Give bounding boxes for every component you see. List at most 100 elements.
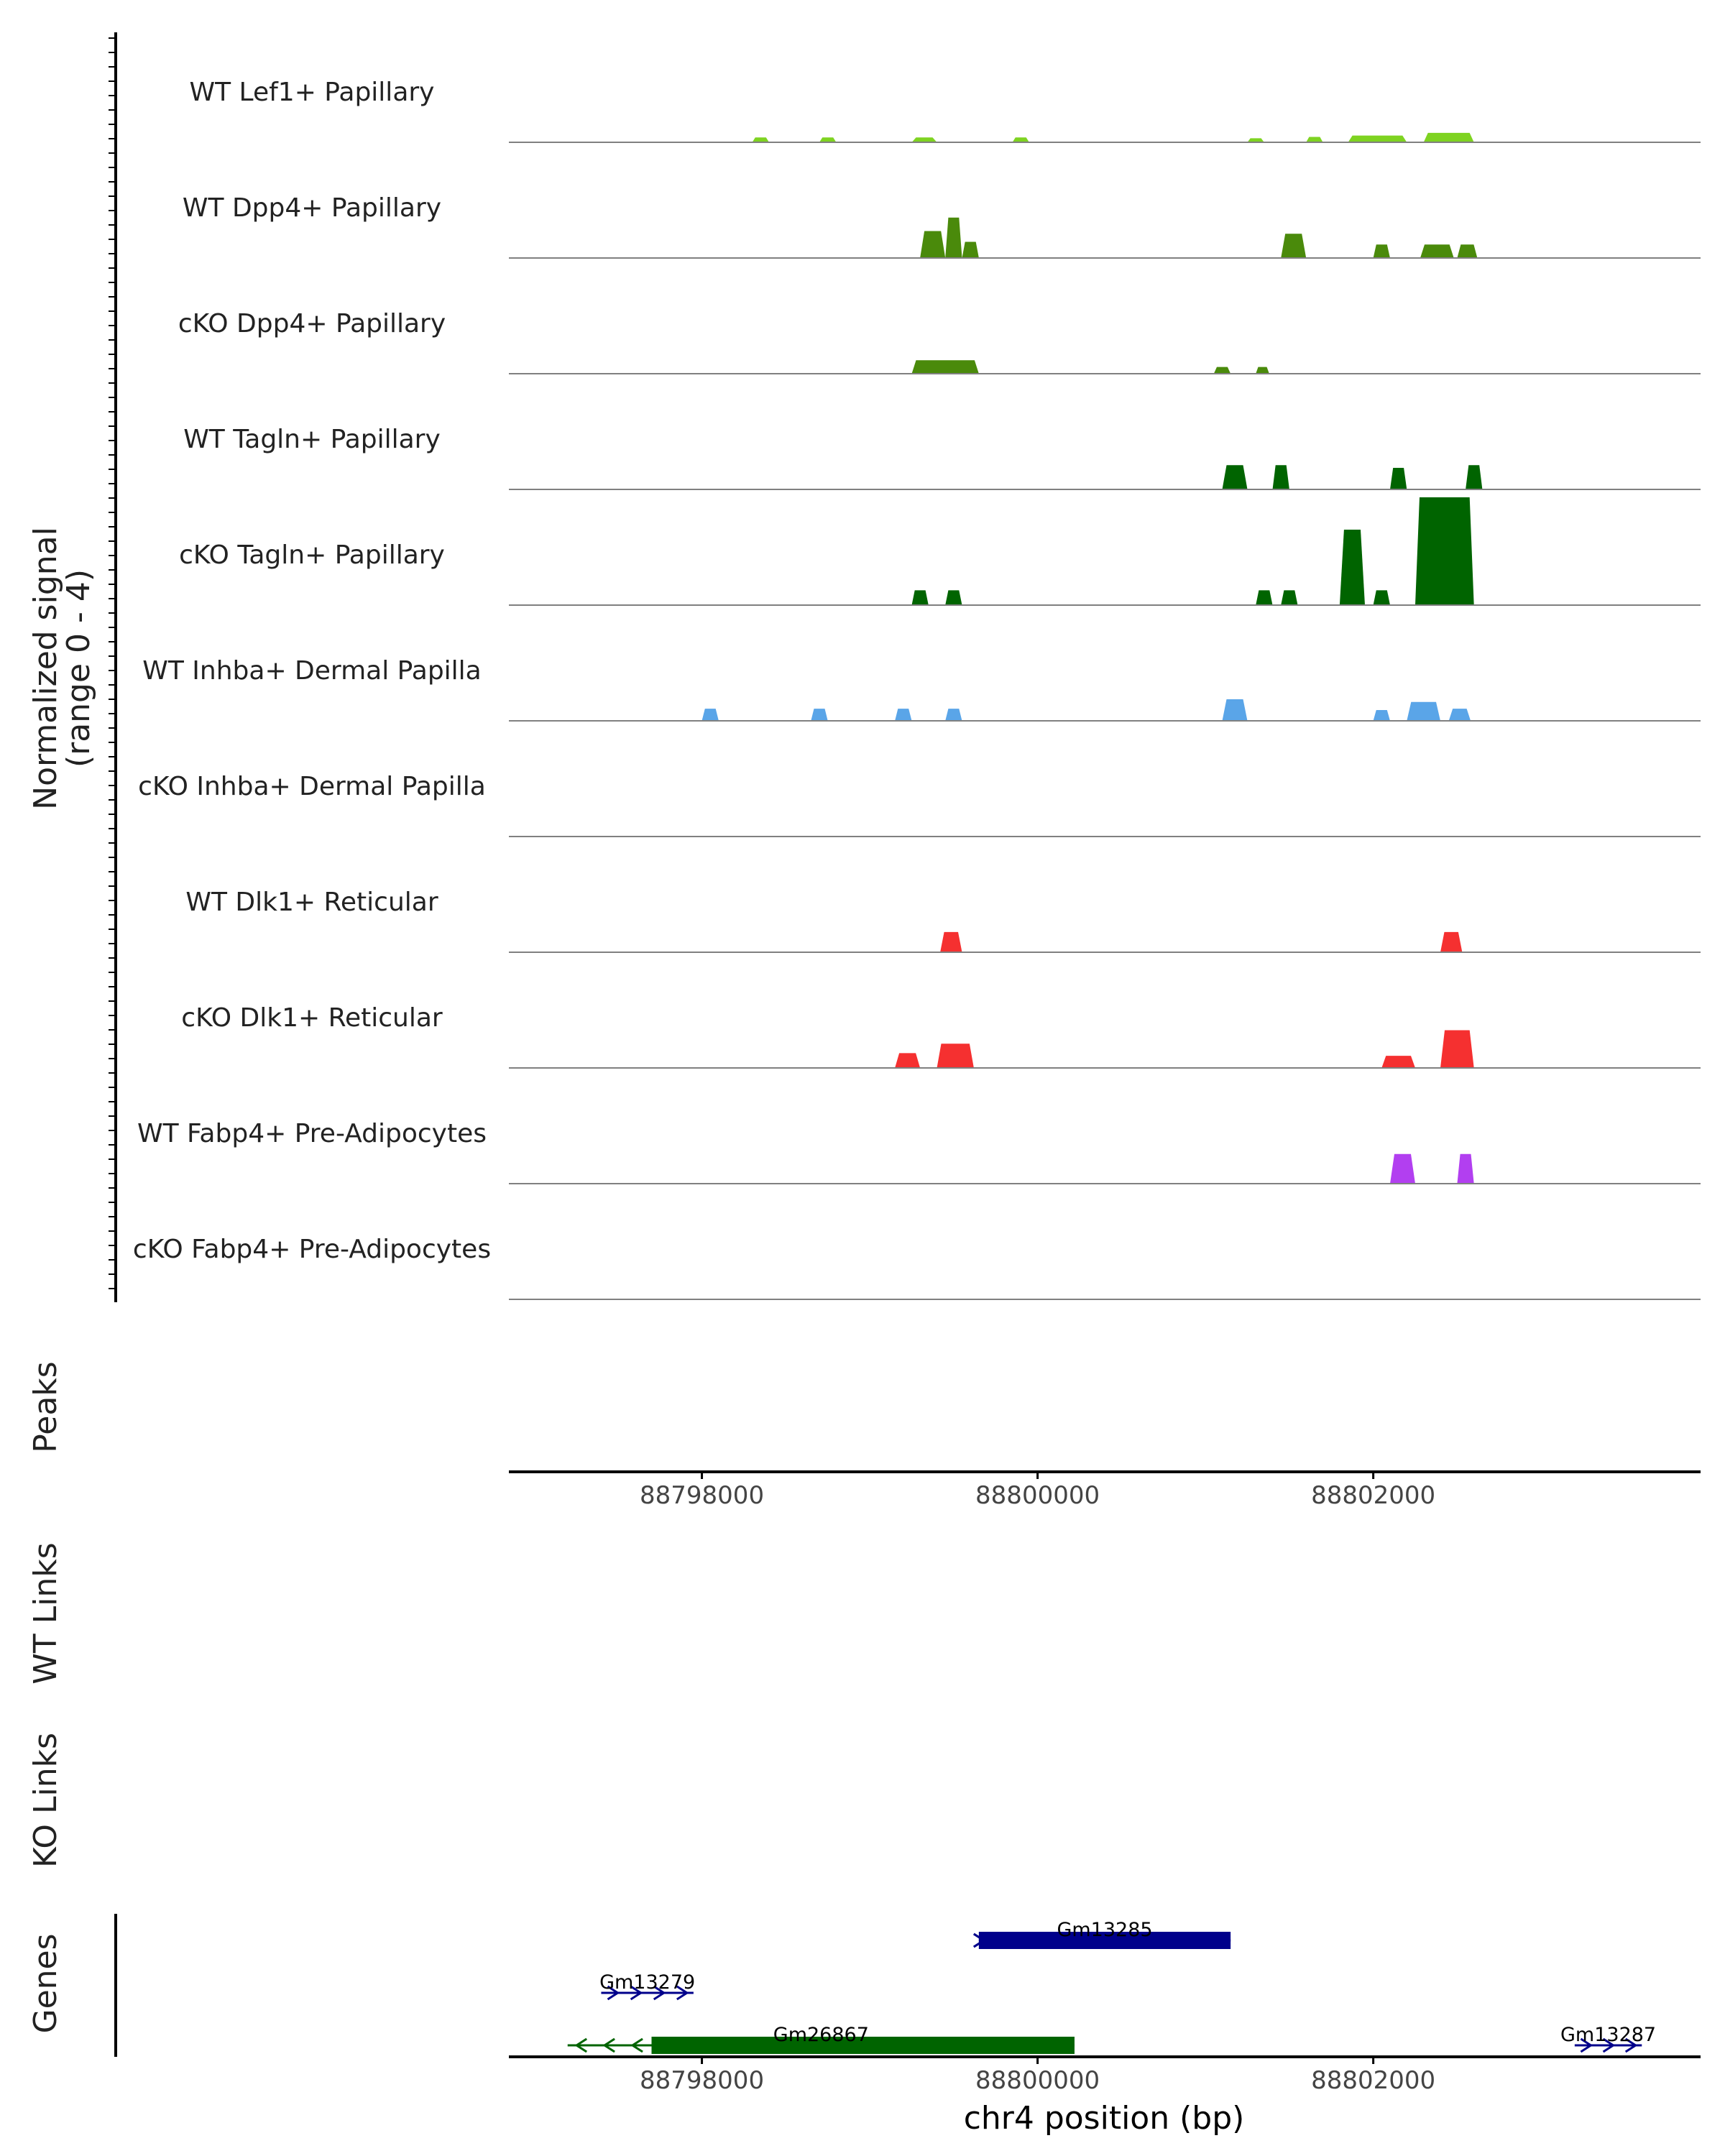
- peaks-x-axis: 88798000 88800000 88802000: [509, 1470, 1701, 1510]
- signal-peak: [1457, 244, 1478, 258]
- signal-y-axis: [109, 32, 117, 1302]
- track: WT Fabp4+ Pre-Adipocytes: [137, 1119, 1701, 1184]
- signal-peak: [1423, 132, 1474, 142]
- signal-peak: [1281, 590, 1298, 605]
- signal-peak: [920, 231, 946, 258]
- gene-exon: [978, 1932, 1231, 1949]
- track-label: cKO Tagln+ Papillary: [179, 540, 445, 570]
- signal-peak: [1390, 1153, 1415, 1184]
- track-label: cKO Inhba+ Dermal Papilla: [138, 772, 486, 801]
- gene-strand-arrow: [630, 2037, 643, 2053]
- gene-strand-arrow: [630, 1985, 643, 2001]
- track: WT Dlk1+ Reticular: [185, 888, 1701, 953]
- track-label: cKO Fabp4+ Pre-Adipocytes: [133, 1235, 491, 1264]
- signal-peak: [911, 360, 979, 374]
- gene: Gm13279: [599, 1971, 695, 2001]
- gene-strand-arrow: [1580, 2037, 1593, 2053]
- signal-peak: [1012, 137, 1029, 142]
- genes-panel-label: Genes: [27, 1933, 64, 2033]
- gene-strand-arrow: [1602, 2037, 1616, 2053]
- track: cKO Dlk1+ Reticular: [181, 1003, 1701, 1069]
- track: cKO Fabp4+ Pre-Adipocytes: [133, 1235, 1701, 1300]
- gene: Gm13287: [1560, 2024, 1656, 2053]
- gene-strand-arrow: [676, 1985, 689, 2001]
- signal-peak: [1381, 1056, 1415, 1068]
- signal-peak: [945, 217, 962, 258]
- signal-peak: [1222, 699, 1248, 721]
- gene-label: Gm13285: [1057, 1919, 1152, 1941]
- track: cKO Tagln+ Papillary: [179, 497, 1701, 606]
- track: cKO Inhba+ Dermal Papilla: [138, 772, 1701, 837]
- signal-peak: [1272, 465, 1289, 489]
- signal-peak: [811, 709, 828, 721]
- signal-peak: [1466, 465, 1483, 489]
- x-tick-label: 88798000: [640, 2066, 764, 2095]
- gene-strand-arrow: [574, 2037, 588, 2053]
- signal-peak: [962, 241, 979, 258]
- signal-y-axis-range-label: (range 0 - 4): [60, 569, 97, 768]
- signal-peak: [1440, 931, 1463, 952]
- track-label: cKO Dpp4+ Papillary: [178, 309, 446, 338]
- signal-peak: [1306, 137, 1323, 142]
- track-label: cKO Dlk1+ Reticular: [181, 1003, 443, 1033]
- track-label: WT Dpp4+ Papillary: [183, 193, 441, 223]
- signal-peak: [937, 1044, 974, 1068]
- signal-peak: [945, 590, 962, 605]
- track: WT Inhba+ Dermal Papilla: [142, 656, 1701, 722]
- peaks-panel-label: Peaks: [27, 1361, 64, 1452]
- signal-peak: [1407, 701, 1440, 721]
- x-tick-label: 88800000: [975, 1481, 1100, 1510]
- gene-exon: [651, 2037, 1075, 2054]
- signal-peak: [1415, 497, 1474, 605]
- x-tick-label: 88802000: [1311, 1481, 1435, 1510]
- genes-x-axis: 88798000 88800000 88802000: [509, 2055, 1701, 2095]
- track: cKO Dpp4+ Papillary: [178, 309, 1701, 374]
- gene-label: Gm13287: [1560, 2024, 1656, 2046]
- gene-strand-arrow: [973, 1932, 986, 1948]
- signal-peak: [1457, 1153, 1474, 1184]
- x-axis-title: chr4 position (bp): [964, 2100, 1245, 2137]
- gene-strand-arrow: [607, 1985, 620, 2001]
- signal-peak: [819, 137, 837, 142]
- signal-peak: [1348, 135, 1407, 142]
- ko-links-panel-label: KO Links: [27, 1733, 64, 1868]
- signal-peak: [752, 137, 769, 142]
- track-label: WT Fabp4+ Pre-Adipocytes: [137, 1119, 487, 1148]
- signal-y-axis-label: Normalized signal: [27, 527, 64, 810]
- track-label: WT Lef1+ Papillary: [190, 78, 435, 107]
- signal-peak: [1256, 367, 1269, 374]
- signal-peak: [945, 709, 962, 721]
- signal-peak: [1213, 367, 1231, 374]
- track-label: WT Dlk1+ Reticular: [185, 888, 438, 917]
- wt-links-panel-label: WT Links: [27, 1542, 64, 1684]
- signal-peak: [895, 1053, 921, 1068]
- signal-peak: [1373, 244, 1390, 258]
- signal-peak: [911, 590, 929, 605]
- signal-peak: [1247, 138, 1264, 142]
- signal-peak: [1256, 590, 1273, 605]
- gene-strand-arrow: [602, 2037, 615, 2053]
- signal-tracks: WT Lef1+ Papillary WT Dpp4+ Papillary cKO …: [133, 78, 1701, 1300]
- signal-peak: [1440, 1030, 1474, 1068]
- signal-peak: [1222, 465, 1248, 489]
- gene-strand-arrow: [653, 1985, 666, 2001]
- x-tick-label: 88802000: [1311, 2066, 1435, 2095]
- x-tick-label: 88798000: [640, 1481, 764, 1510]
- signal-peak: [1390, 468, 1407, 489]
- track: WT Dpp4+ Papillary: [183, 193, 1701, 259]
- signal-peak: [1373, 590, 1390, 605]
- gene: Gm26867: [567, 2024, 1075, 2054]
- signal-peak: [895, 709, 912, 721]
- signal-peak: [1448, 709, 1471, 721]
- signal-peak: [911, 137, 937, 142]
- signal-peak: [1339, 530, 1365, 605]
- gene-annotations: Gm13285 Gm13279 Gm26867 Gm13287: [567, 1919, 1656, 2054]
- signal-peak: [702, 709, 719, 721]
- x-tick-label: 88800000: [975, 2066, 1100, 2095]
- track: WT Tagln+ Papillary: [183, 425, 1701, 490]
- gene: Gm13285: [973, 1919, 1231, 1949]
- signal-peak: [1281, 234, 1307, 258]
- signal-peak: [1373, 710, 1390, 721]
- gene-strand-arrow: [1624, 2037, 1638, 2053]
- track-label: WT Tagln+ Papillary: [183, 425, 441, 454]
